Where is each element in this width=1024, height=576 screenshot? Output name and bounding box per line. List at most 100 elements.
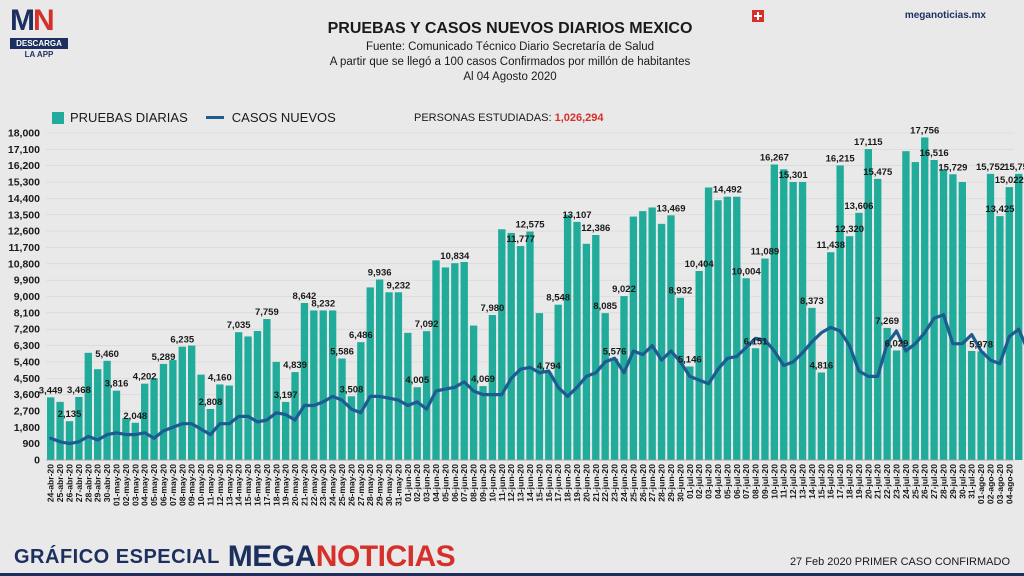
line-legend-label: CASOS NUEVOS xyxy=(231,110,336,125)
x-tick-label: 23-jun-20 xyxy=(610,464,620,502)
x-tick-label: 14-jul-20 xyxy=(807,464,817,499)
brand-part-mega: MEGA xyxy=(227,540,317,573)
x-tick-label: 18-jul-20 xyxy=(845,464,855,499)
data-label: 8,085 xyxy=(593,301,617,312)
x-tick-label: 24-jul-20 xyxy=(901,464,911,499)
x-tick-label: 29-jul-20 xyxy=(948,464,958,499)
first-case-note: 27 Feb 2020 PRIMER CASO CONFIRMADO xyxy=(789,556,1010,568)
footer-branding: GRÁFICO ESPECIAL MEGANOTICIAS xyxy=(14,540,456,574)
x-tick-label: 11-jun-20 xyxy=(497,464,507,501)
line-legend-swatch xyxy=(205,116,224,119)
data-label: 10,004 xyxy=(732,266,762,277)
bar xyxy=(47,397,55,460)
x-tick-label: 28-may-20 xyxy=(365,464,375,506)
x-tick-label: 21-jul-20 xyxy=(873,464,883,499)
data-label: 8,373 xyxy=(800,296,824,307)
data-label: 9,232 xyxy=(387,280,411,291)
x-tick-label: 10-may-20 xyxy=(196,464,206,506)
x-tick-label: 01-jul-20 xyxy=(685,464,695,499)
x-tick-label: 07-jun-20 xyxy=(459,464,469,502)
bar xyxy=(197,374,205,460)
bar xyxy=(404,332,412,460)
y-tick-label: 1,800 xyxy=(14,422,40,434)
x-tick-label: 03-ago-20 xyxy=(995,464,1005,504)
x-tick-label: 27-abr-20 xyxy=(74,464,84,502)
data-label: 9,022 xyxy=(612,284,636,295)
x-tick-label: 16-jun-20 xyxy=(544,464,554,502)
data-label: 8,642 xyxy=(293,291,317,302)
bar-legend-swatch xyxy=(52,111,64,124)
bar xyxy=(742,278,750,460)
data-label: 6,235 xyxy=(170,335,194,346)
data-label: 7,980 xyxy=(481,303,505,314)
bar xyxy=(432,260,440,460)
bar xyxy=(582,243,591,460)
x-tick-label: 11-jul-20 xyxy=(779,464,789,499)
x-tick-label: 29-jun-20 xyxy=(666,464,676,502)
x-tick-label: 04-jul-20 xyxy=(713,464,723,499)
y-tick-label: 9,000 xyxy=(14,291,40,303)
bar xyxy=(977,351,985,460)
bar xyxy=(507,232,515,460)
y-tick-label: 9,900 xyxy=(14,275,40,287)
bar xyxy=(686,366,694,460)
bar xyxy=(827,252,835,460)
bar xyxy=(319,310,327,460)
x-tick-label: 07-may-20 xyxy=(168,464,178,506)
x-tick-label: 09-jun-20 xyxy=(478,464,488,502)
x-tick-label: 28-abr-20 xyxy=(83,464,93,502)
bar xyxy=(526,231,534,460)
x-tick-label: 24-jun-20 xyxy=(619,464,629,502)
x-tick-label: 26-abr-20 xyxy=(64,464,74,502)
x-tick-label: 20-jun-20 xyxy=(581,464,591,502)
bar xyxy=(498,229,506,460)
data-label: 5,576 xyxy=(603,347,627,358)
x-tick-label: 03-jul-20 xyxy=(704,464,714,499)
bar xyxy=(554,304,562,460)
bar xyxy=(150,378,158,460)
data-label: 7,759 xyxy=(255,307,279,318)
bar xyxy=(968,351,976,460)
bar xyxy=(281,401,290,460)
x-tick-label: 25-abr-20 xyxy=(55,464,65,502)
x-tick-label: 24-abr-20 xyxy=(46,464,56,502)
bar xyxy=(704,187,713,460)
bar xyxy=(1005,187,1013,460)
data-label: 16,267 xyxy=(760,152,789,163)
bar xyxy=(385,292,393,460)
bar xyxy=(357,342,365,460)
y-tick-label: 14,400 xyxy=(8,193,40,205)
x-tick-label: 23-may-20 xyxy=(318,464,328,506)
bar xyxy=(667,215,675,460)
data-label: 3,508 xyxy=(340,384,364,395)
bar xyxy=(394,292,403,460)
bar xyxy=(545,372,553,460)
data-label: 2,048 xyxy=(123,411,147,422)
bar xyxy=(986,173,995,460)
y-tick-label: 5,400 xyxy=(14,356,40,368)
bar xyxy=(563,214,572,460)
x-tick-label: 30-jun-20 xyxy=(675,464,685,502)
data-label: 5,289 xyxy=(152,352,176,363)
x-tick-label: 10-jun-20 xyxy=(487,464,497,502)
chart-legend: PRUEBAS DIARIAS CASOS NUEVOS xyxy=(52,110,336,125)
bar xyxy=(300,303,309,460)
data-label: 12,386 xyxy=(581,223,610,234)
data-label: 12,575 xyxy=(515,220,545,231)
y-tick-label: 900 xyxy=(22,438,40,450)
bar xyxy=(413,387,421,460)
bar xyxy=(874,178,882,460)
bar xyxy=(488,315,497,460)
criteria-line: A partir que se llegó a 100 casos Confir… xyxy=(329,56,691,68)
y-tick-label: 15,300 xyxy=(8,177,40,189)
data-label: 8,232 xyxy=(311,298,335,309)
data-label: 4,839 xyxy=(283,360,307,371)
bar xyxy=(263,319,271,460)
bar xyxy=(422,331,431,460)
persons-label: PERSONAS ESTUDIADAS: xyxy=(414,112,555,124)
site-url[interactable]: meganoticias.mx xyxy=(904,10,986,21)
x-tick-label: 28-jul-20 xyxy=(939,464,949,499)
data-label: 4,005 xyxy=(405,375,429,386)
x-tick-label: 09-jul-20 xyxy=(760,464,770,499)
y-tick-label: 0 xyxy=(34,455,40,467)
